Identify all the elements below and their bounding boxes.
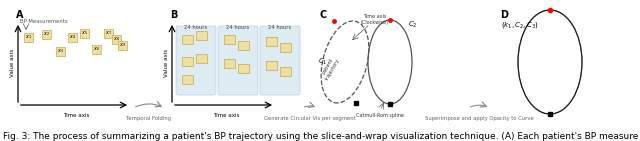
Bar [68,33,77,42]
Text: $x_8$: $x_8$ [113,35,120,43]
FancyBboxPatch shape [260,26,300,95]
Bar [92,45,101,54]
Text: $x_4$: $x_4$ [68,33,76,41]
Text: Catmull-Rom spline: Catmull-Rom spline [356,113,404,118]
Text: B: B [170,10,177,20]
Bar [104,29,113,38]
Bar [238,64,249,73]
Text: 24 hours: 24 hours [227,25,250,30]
Text: $(k_1, C_2, C_3)$: $(k_1, C_2, C_3)$ [501,20,539,30]
Text: A: A [16,10,24,20]
Text: Value axis: Value axis [10,49,15,77]
Text: $x_6$: $x_6$ [93,45,99,53]
Text: Time axis
(Clockwise): Time axis (Clockwise) [361,14,389,25]
Text: $C_1$: $C_1$ [318,57,328,67]
Text: $x_3$: $x_3$ [56,47,63,55]
Bar [280,67,291,76]
Bar [266,37,277,46]
Bar [24,33,33,42]
Text: patient
trajectory: patient trajectory [319,55,340,81]
Bar [238,41,249,50]
Text: $x_5$: $x_5$ [81,29,88,37]
Text: $x_2$: $x_2$ [43,30,49,38]
Text: Time axis: Time axis [213,113,239,118]
Text: 24 hours: 24 hours [184,25,207,30]
Text: $x_7$: $x_7$ [104,29,111,37]
Bar [80,29,89,38]
Text: Time axis: Time axis [63,113,89,118]
Bar [280,43,291,52]
FancyBboxPatch shape [176,26,216,95]
Text: C: C [320,10,327,20]
Bar [266,61,277,70]
Bar [182,75,193,84]
Bar [112,35,121,44]
Text: Temporal Folding: Temporal Folding [127,116,172,121]
Bar [196,31,207,40]
Text: $x_1$: $x_1$ [24,33,31,41]
Text: BP Measurements: BP Measurements [20,19,68,24]
FancyBboxPatch shape [218,26,258,95]
Bar [224,35,235,44]
Bar [56,47,65,56]
Bar [182,57,193,66]
Text: $x_9$: $x_9$ [118,41,125,49]
Bar [224,59,235,68]
Text: $C_2$: $C_2$ [408,20,418,30]
Text: D: D [500,10,508,20]
Bar [182,35,193,44]
Text: Superimpose and apply Opacity to Curve: Superimpose and apply Opacity to Curve [424,116,533,121]
Text: 24 hours: 24 hours [268,25,292,30]
Bar [196,54,207,63]
Text: Generate Circular Vis per segment: Generate Circular Vis per segment [264,116,356,121]
Text: Value axis: Value axis [164,49,170,77]
Bar [42,30,51,39]
Text: Fig. 3: The process of summarizing a patient's BP trajectory using the slice-and: Fig. 3: The process of summarizing a pat… [3,132,638,141]
Bar [118,41,127,50]
